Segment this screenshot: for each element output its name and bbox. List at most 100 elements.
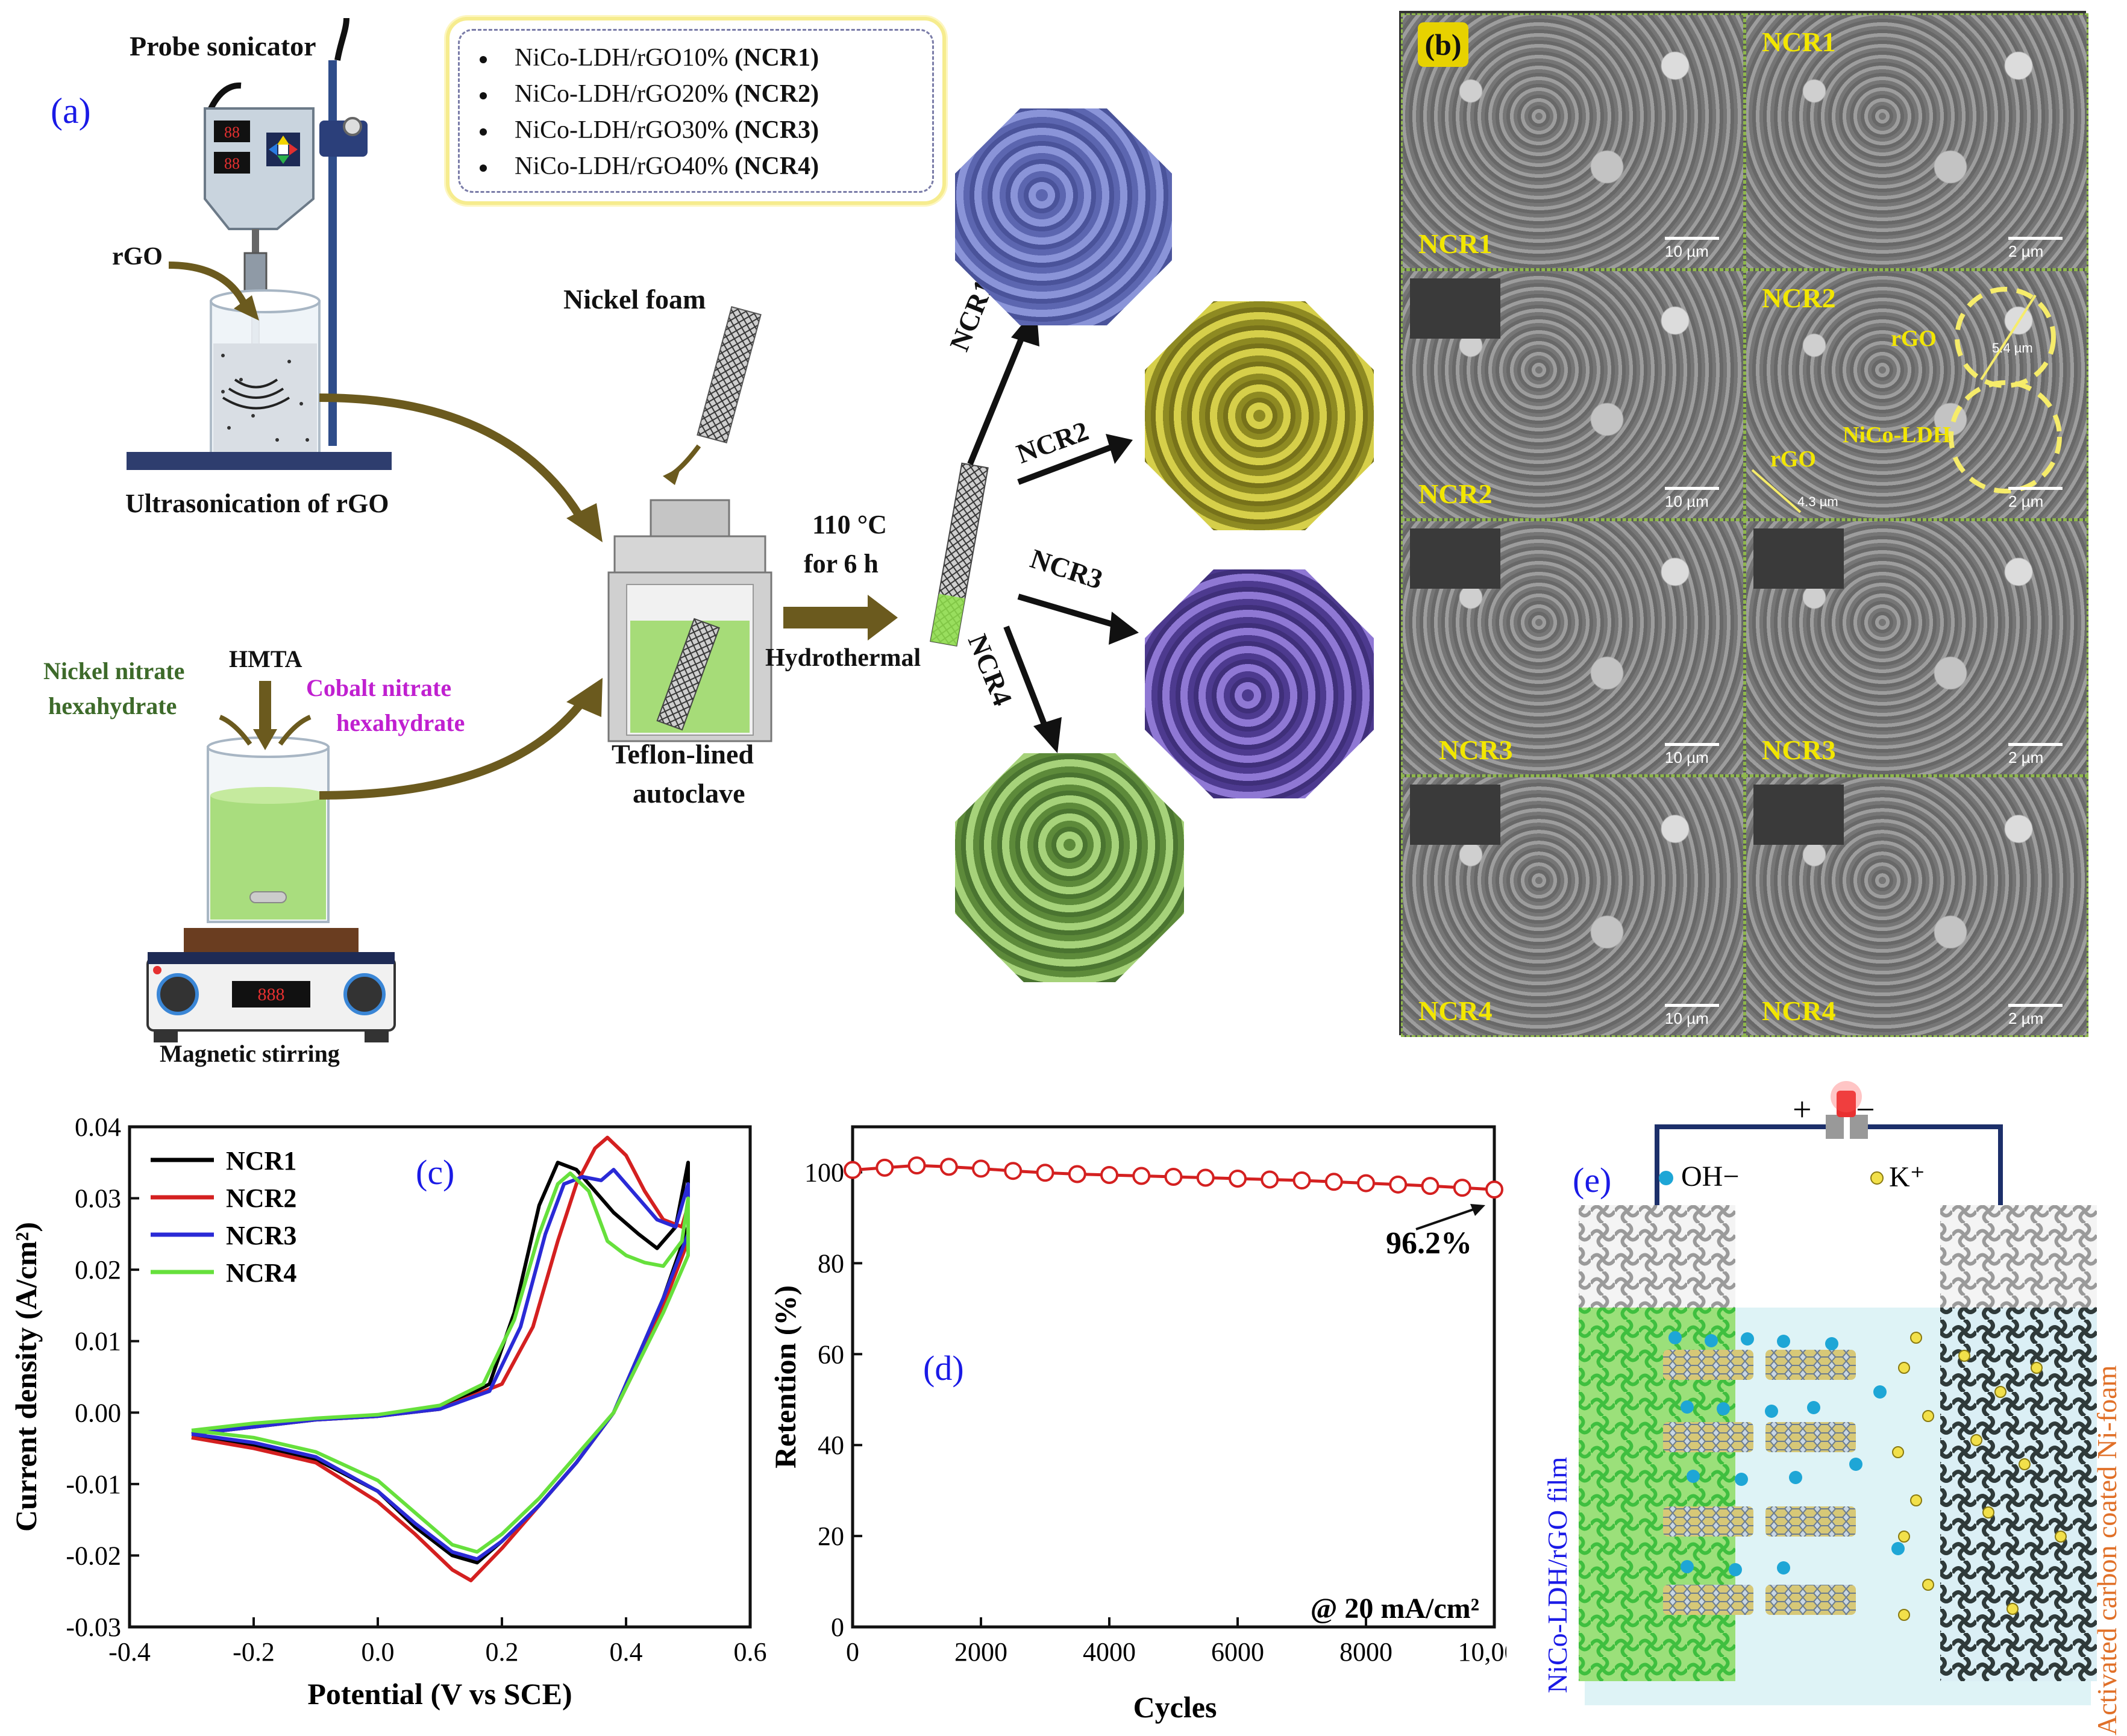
nickel-foam-label: Nickel foam [563, 284, 706, 315]
ultrasonication-label: Ultrasonication of rGO [125, 489, 389, 518]
sem-label: NCR1 [1762, 27, 1836, 57]
legend-label: NCR3 [226, 1221, 296, 1250]
sem-thumbnail-ncr3 [1145, 569, 1374, 798]
annotation-rgo-1: rGO [1891, 326, 1937, 351]
flow-arrows [319, 393, 603, 800]
annotation-nico-ldh: NiCo-LDH [1843, 422, 1951, 448]
cv-series-ncr3 [191, 1168, 690, 1561]
panel-e-letter: (e) [1573, 1161, 1612, 1200]
probe-sonicator-label: Probe sonicator [130, 31, 316, 61]
annotation-diameter-1: 5.4 µm [1992, 340, 2033, 356]
annotation-rgo-2: rGO [1770, 447, 1816, 472]
y-tick-label: 0.01 [75, 1327, 121, 1356]
cobalt-nitrate-label-2: hexahydrate [336, 709, 465, 736]
coated-foam-illustration [930, 462, 989, 647]
display-2-value: 88 [224, 155, 240, 172]
sem-label: NCR2 [1418, 478, 1493, 509]
sem-label: NCR3 [1439, 735, 1513, 765]
scale-bar: 10 µm [1665, 743, 1719, 767]
scale-bar: 2 µm [2008, 1004, 2063, 1028]
annotation-arrow [1415, 1205, 1483, 1230]
scale-bar: 2 µm [2008, 237, 2063, 261]
x-tick-label: 0.4 [610, 1637, 643, 1667]
scale-bar: 10 µm [1665, 487, 1719, 511]
cv-series-ncr1 [191, 1161, 690, 1565]
hmta-label: HMTA [229, 645, 302, 672]
x-tick-label: 10,000 [1458, 1637, 1507, 1667]
k-ions [1892, 1332, 2067, 1621]
retention-annotation: 96.2% [1386, 1226, 1472, 1261]
panel-b-letter: (b) [1418, 22, 1468, 67]
sem-thumbnail-ncr1 [955, 108, 1172, 325]
retention-point [907, 1156, 926, 1175]
sem-ncr2-high: NCR2 rGO rGO NiCo-LDH 5.4 µm 4.3 µm 2 µm [1744, 269, 2088, 520]
nickel-nitrate-label: Nickel nitrate [43, 657, 185, 685]
legend-item-1: NiCo-LDH/rGO10% (NCR1) [480, 43, 819, 72]
cable [334, 18, 349, 61]
minus-terminal: − [1856, 1091, 1875, 1129]
rgo-arrow [168, 262, 259, 321]
left-electrode-label: NiCo-LDH/rGO film [1542, 1456, 1573, 1693]
y-tick-label: 20 [818, 1521, 844, 1551]
reagent-arrows [219, 681, 312, 750]
cv-chart: -0.4 -0.2 0.0 0.2 0.4 0.6 -0.03 -0.02 -0.01 0.00 0… [9, 1112, 767, 1711]
sem-ncr1-low: (b) NCR1 10 µm [1401, 13, 1745, 270]
legend-label: NCR4 [226, 1258, 296, 1288]
nickel-nitrate-label-2: hexahydrate [48, 692, 177, 719]
ldh-sheets [1663, 1350, 1856, 1615]
retention-point [1196, 1168, 1215, 1187]
sem-label: NCR3 [1762, 735, 1836, 765]
clamp-knob [343, 117, 362, 136]
x-tick-label: -0.4 [108, 1637, 151, 1667]
y-tick-label: 0.04 [75, 1112, 121, 1142]
retention-point [972, 1159, 990, 1178]
autoclave-illustration [607, 499, 772, 742]
hydrothermal-arrow [783, 595, 898, 641]
panel-c-letter: (c) [416, 1153, 454, 1192]
retention-point [1068, 1165, 1086, 1183]
scale-bar: 2 µm [2008, 487, 2063, 511]
retention-point [1132, 1167, 1151, 1185]
retention-point [1164, 1168, 1183, 1186]
magnetic-stirring-label: Magnetic stirring [160, 1040, 340, 1067]
retention-chart: 0 2000 4000 6000 8000 10,000 0 20 40 60 80 100 Cycl… [768, 1125, 1507, 1724]
y-tick-label: 40 [818, 1430, 844, 1460]
sem-ncr2-low: NCR2 10 µm [1401, 269, 1745, 520]
annotation-diameter-2: 4.3 µm [1797, 494, 1838, 509]
y-tick-label: 0.02 [75, 1255, 121, 1285]
x-tick-label: 4000 [1083, 1637, 1136, 1667]
retention-point [1389, 1175, 1408, 1194]
y-tick-label: -0.03 [66, 1612, 121, 1642]
retention-point [876, 1158, 894, 1177]
hydrothermal-label: Hydrothermal [765, 644, 921, 672]
retention-condition: @ 20 mA/cm² [1311, 1593, 1479, 1625]
retention-point [1292, 1171, 1311, 1190]
stir-bar [249, 891, 287, 903]
y-tick-label: -0.01 [66, 1470, 121, 1499]
cv-xlabel: Potential (V vs SCE) [307, 1677, 572, 1711]
sem-label: NCR4 [1762, 995, 1836, 1026]
retention-point [1324, 1173, 1343, 1191]
time-label: for 6 h [804, 549, 879, 578]
x-tick-label: -0.2 [233, 1637, 275, 1667]
composition-legend: NiCo-LDH/rGO10% (NCR1) NiCo-LDH/rGO20% (… [446, 17, 946, 205]
display-2 [214, 152, 250, 174]
cobalt-nitrate-label: Cobalt nitrate [306, 674, 452, 701]
stirrer-display-value: 888 [258, 985, 285, 1004]
activated-carbon-electrode [1940, 1308, 2097, 1681]
led-indicator [1837, 1091, 1856, 1117]
x-tick-label: 0.0 [362, 1637, 395, 1667]
sem-label: NCR2 [1762, 283, 1836, 313]
sem-ncr3-low: NCR3 10 µm [1401, 519, 1745, 776]
oh-ion-label: OH− [1681, 1161, 1740, 1192]
panel-d-letter: (d) [923, 1349, 964, 1388]
x-tick-label: 0.2 [486, 1637, 519, 1667]
sem-label: NCR1 [1418, 228, 1493, 259]
k-ion-label: K⁺ [1889, 1161, 1925, 1193]
retention-point [1004, 1162, 1023, 1180]
y-tick-label: 80 [818, 1249, 844, 1278]
retention-plot-frame [851, 1125, 1496, 1629]
legend-item-4: NiCo-LDH/rGO40% (NCR4) [480, 152, 819, 181]
plus-terminal: + [1793, 1091, 1812, 1129]
y-tick-label: 100 [804, 1158, 844, 1187]
